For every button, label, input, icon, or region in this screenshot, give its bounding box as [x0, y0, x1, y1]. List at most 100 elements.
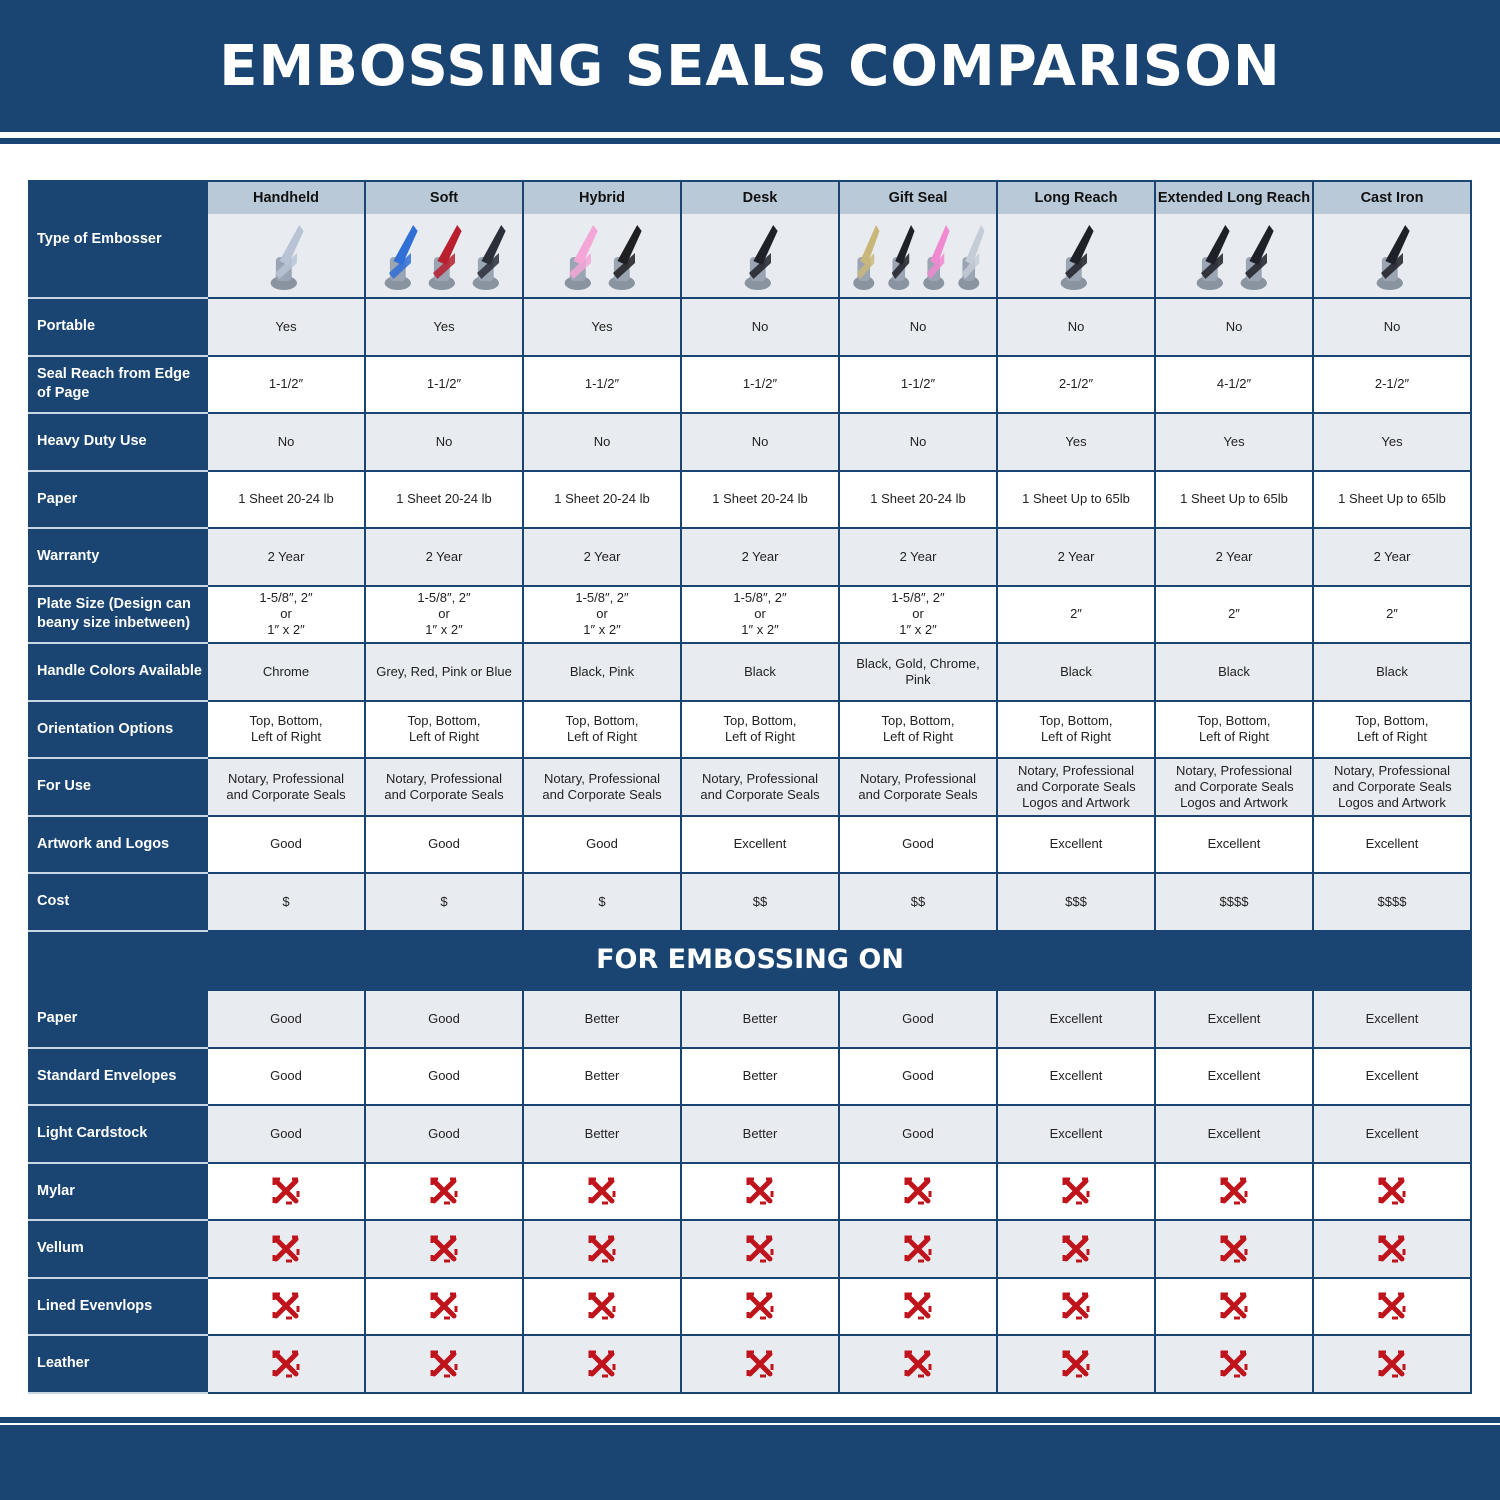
cell-gift-seal [838, 1219, 998, 1279]
cell-handheld: Chrome [206, 642, 366, 702]
cell-soft: No [364, 412, 524, 472]
embosser-icon [564, 224, 642, 290]
cell-value: Better [742, 1125, 778, 1141]
cell-gift-seal: No [838, 412, 998, 472]
cell-value: Good [428, 1125, 460, 1141]
cross-icon [746, 1235, 774, 1263]
cell-long-reach: Top, Bottom, Left of Right [996, 699, 1156, 759]
column-name: Handheld [208, 182, 364, 214]
cross-icon [1378, 1235, 1406, 1263]
cell-value: Notary, Professional and Corporate Seals [542, 770, 662, 802]
cell-hybrid: Good [522, 814, 682, 874]
title-banner: EMBOSSING SEALS COMPARISON [0, 0, 1500, 132]
cell-extended-long-reach: Excellent [1154, 1104, 1314, 1164]
cell-value: Notary, Professional and Corporate Seals [384, 770, 504, 802]
row-warranty: Warranty 2 Year 2 Year 2 Year 2 Year 2 Year 2 … [28, 527, 1472, 587]
cell-value: Black [744, 663, 776, 679]
cell-gift-seal: 1-1/2″ [838, 354, 998, 414]
cell-desk: 1 Sheet 20-24 lb [680, 469, 840, 529]
cross-icon [904, 1235, 932, 1263]
cell-cast-iron [1312, 1276, 1472, 1336]
cell-hybrid: No [522, 412, 682, 472]
embosser-image [366, 214, 522, 297]
cell-value: $$$$ [1377, 893, 1407, 909]
cell-value: Yes [1065, 433, 1087, 449]
embosser-unit [1240, 224, 1274, 290]
cell-soft: $ [364, 872, 524, 932]
cell-value: Top, Bottom, Left of Right [1355, 713, 1429, 745]
column-header-soft: Soft [364, 180, 524, 299]
cell-value: Top, Bottom, Left of Right [407, 713, 481, 745]
cell-value: Grey, Red, Pink or Blue [376, 663, 512, 679]
cell-value: 1-1/2″ [742, 376, 778, 392]
cell-value: Good [270, 1068, 302, 1084]
cell-value: 1-5/8″, 2″ or 1″ x 2″ [891, 590, 945, 638]
row-label: Warranty [28, 527, 208, 587]
cell-soft [364, 1334, 524, 1394]
column-name: Hybrid [524, 182, 680, 214]
cell-soft: 1 Sheet 20-24 lb [364, 469, 524, 529]
row-label: For Use [28, 757, 208, 817]
cross-icon [1378, 1350, 1406, 1378]
cell-value: Notary, Professional and Corporate Seals [700, 770, 820, 802]
cell-long-reach: Notary, Professional and Corporate Seals… [996, 757, 1156, 817]
cell-value: Excellent [1365, 1010, 1419, 1026]
cell-extended-long-reach [1154, 1276, 1314, 1336]
cell-extended-long-reach: Excellent [1154, 1046, 1314, 1106]
cross-icon [1062, 1292, 1090, 1320]
cell-gift-seal [838, 1276, 998, 1336]
cell-extended-long-reach: $$$$ [1154, 872, 1314, 932]
row-standard-envelopes: Standard Envelopes Good Good Better Better Go… [28, 1046, 1472, 1106]
cell-value: Top, Bottom, Left of Right [249, 713, 323, 745]
cell-long-reach: 2-1/2″ [996, 354, 1156, 414]
cell-value: Better [742, 1068, 778, 1084]
row-plate-size-design-can-beany-size-inbetween: Plate Size (Design can beany size inbetw… [28, 584, 1472, 644]
row-paper: Paper 1 Sheet 20-24 lb 1 Sheet 20-24 lb 1 S… [28, 469, 1472, 529]
cell-gift-seal: Good [838, 1046, 998, 1106]
cell-soft: Good [364, 989, 524, 1049]
cross-icon [1062, 1235, 1090, 1263]
cell-value: Better [584, 1010, 620, 1026]
cell-desk: No [680, 412, 840, 472]
cell-long-reach: Yes [996, 412, 1156, 472]
row-label: Artwork and Logos [28, 814, 208, 874]
cell-long-reach: Black [996, 642, 1156, 702]
cell-long-reach: No [996, 297, 1156, 357]
cell-soft: Notary, Professional and Corporate Seals [364, 757, 524, 817]
cell-gift-seal [838, 1334, 998, 1394]
column-header-cast-iron: Cast Iron [1312, 180, 1472, 299]
embosser-image [840, 214, 996, 297]
cell-gift-seal: Black, Gold, Chrome, Pink [838, 642, 998, 702]
divider-stripe [0, 138, 1500, 144]
embosser-unit [958, 224, 985, 290]
cell-value: No [909, 318, 927, 334]
cell-value: Good [270, 1010, 302, 1026]
cross-icon [904, 1292, 932, 1320]
embosser-unit [1060, 224, 1094, 290]
cell-handheld [206, 1161, 366, 1221]
cell-cast-iron [1312, 1334, 1472, 1394]
embosser-icon [1060, 224, 1094, 290]
cell-value: Black [1060, 663, 1092, 679]
cell-cast-iron: 2-1/2″ [1312, 354, 1472, 414]
cell-value: No [435, 433, 453, 449]
cell-value: No [1225, 318, 1243, 334]
cell-value: Good [270, 836, 302, 852]
cell-value: 2 Year [899, 548, 937, 564]
cell-value: Top, Bottom, Left of Right [1197, 713, 1271, 745]
cell-value: Good [428, 1010, 460, 1026]
cell-value: Black, Gold, Chrome, Pink [856, 655, 980, 687]
cell-value: 2″ [1386, 606, 1398, 622]
cell-soft: 2 Year [364, 527, 524, 587]
cell-extended-long-reach: Excellent [1154, 814, 1314, 874]
cell-handheld: Top, Bottom, Left of Right [206, 699, 366, 759]
cell-value: Better [742, 1010, 778, 1026]
cell-handheld [206, 1276, 366, 1336]
cell-soft [364, 1161, 524, 1221]
cross-icon [1378, 1177, 1406, 1205]
cell-hybrid: 1 Sheet 20-24 lb [522, 469, 682, 529]
cell-long-reach [996, 1276, 1156, 1336]
cell-extended-long-reach [1154, 1161, 1314, 1221]
cell-value: No [909, 433, 927, 449]
embosser-icon [744, 224, 778, 290]
